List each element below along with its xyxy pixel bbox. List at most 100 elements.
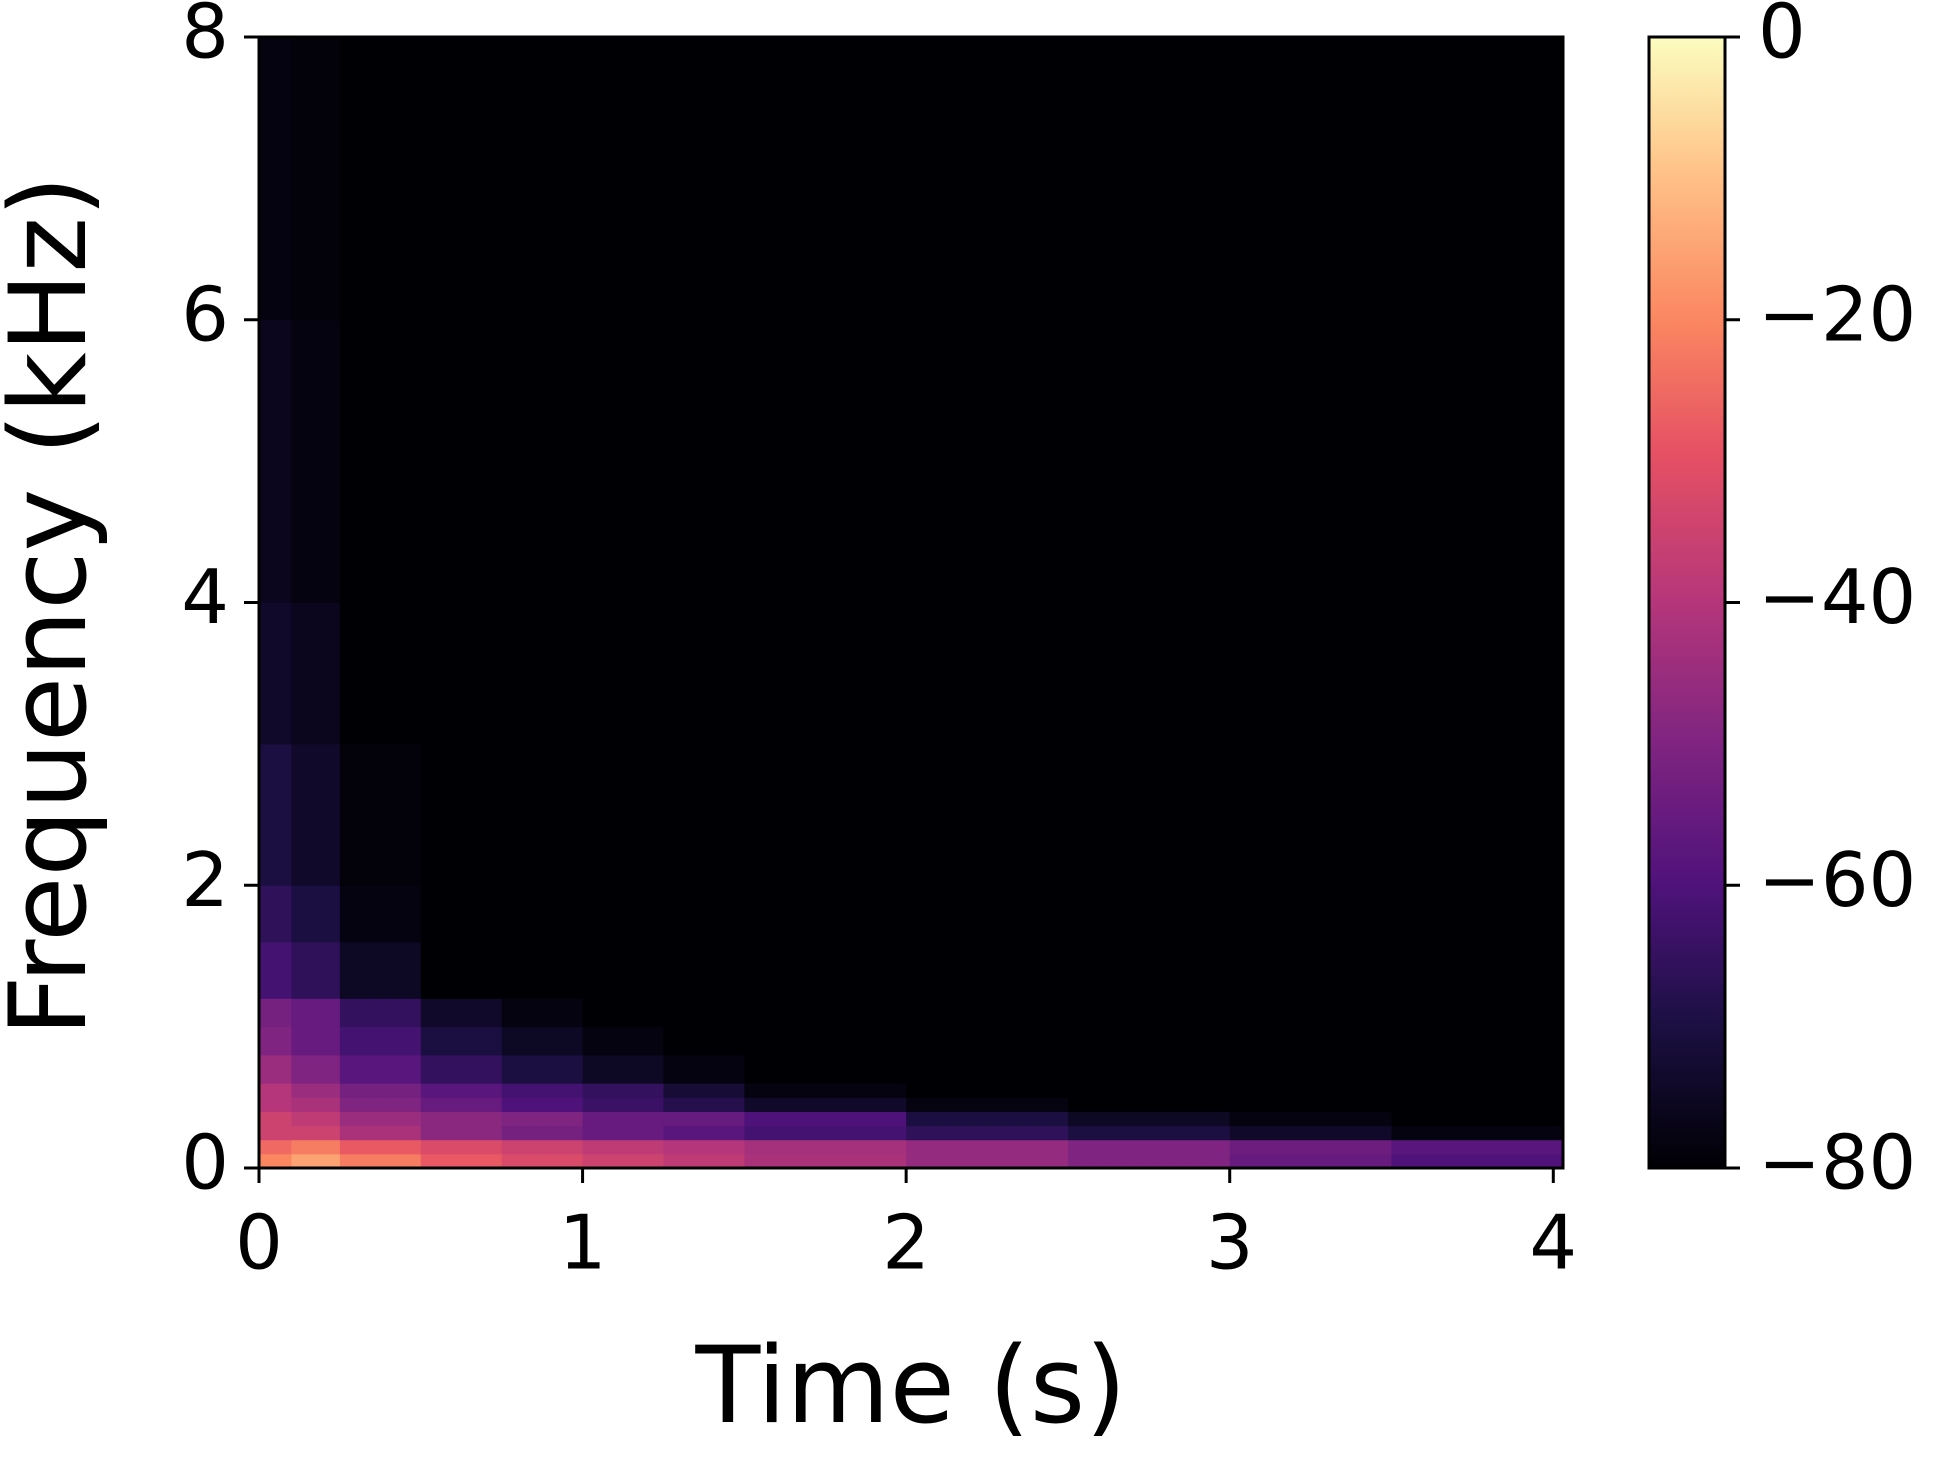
heatmap — [259, 37, 1564, 1169]
heatmap-cell — [420, 743, 503, 886]
heatmap-cell — [259, 1097, 292, 1112]
heatmap-cell — [1391, 941, 1564, 999]
heatmap-cell — [1391, 1054, 1564, 1084]
heatmap-cell — [582, 1054, 664, 1084]
heatmap-cell — [259, 1125, 292, 1141]
colorbar — [1647, 35, 1727, 1170]
heatmap-cell — [906, 1153, 1069, 1169]
heatmap-cell — [259, 602, 292, 745]
heatmap-cell — [663, 1054, 745, 1084]
y-tick-label: 4 — [181, 553, 229, 641]
heatmap-cell — [291, 37, 341, 321]
x-axis-label: Time (s) — [694, 1324, 1126, 1447]
colorbar-tick-label: −20 — [1758, 270, 1916, 358]
heatmap-cell — [582, 319, 664, 603]
heatmap-cell — [1229, 885, 1393, 943]
heatmap-cell — [663, 1026, 745, 1056]
heatmap-cell — [501, 1139, 584, 1155]
heatmap-cell — [420, 1054, 503, 1084]
colorbar-tick-label: −40 — [1758, 553, 1916, 641]
heatmap-cell — [744, 998, 907, 1028]
heatmap-cell — [663, 885, 745, 943]
heatmap-cell — [291, 998, 341, 1028]
heatmap-cell — [339, 1097, 422, 1112]
heatmap-cell — [1229, 743, 1393, 886]
y-axis-label: Frequency (kHz) — [0, 176, 110, 1037]
heatmap-cell — [1229, 1097, 1393, 1112]
heatmap-cell — [906, 1097, 1069, 1112]
heatmap-cell — [339, 1139, 422, 1155]
heatmap-cell — [291, 1083, 341, 1098]
heatmap-cell — [1229, 1125, 1393, 1141]
heatmap-cell — [744, 1026, 907, 1056]
heatmap-cell — [501, 743, 584, 886]
x-tick-label: 4 — [1529, 1199, 1577, 1287]
heatmap-cell — [501, 885, 584, 943]
heatmap-cell — [501, 37, 584, 321]
heatmap-cell — [420, 1111, 503, 1127]
heatmap-cell — [339, 319, 422, 603]
heatmap-cell — [1067, 885, 1231, 943]
heatmap-cell — [1391, 998, 1564, 1028]
heatmap-cell — [259, 941, 292, 999]
heatmap-cell — [1067, 1139, 1231, 1155]
heatmap-cell — [1229, 1139, 1393, 1155]
heatmap-cell — [501, 602, 584, 745]
heatmap-cell — [1391, 1111, 1564, 1127]
heatmap-cell — [663, 1125, 745, 1141]
heatmap-cell — [582, 1026, 664, 1056]
heatmap-cell — [339, 941, 422, 999]
heatmap-cell — [339, 1125, 422, 1141]
heatmap-cell — [582, 1139, 664, 1155]
heatmap-cell — [582, 998, 664, 1028]
heatmap-cell — [663, 1139, 745, 1155]
heatmap-cell — [663, 998, 745, 1028]
heatmap-cell — [1067, 1083, 1231, 1098]
heatmap-cell — [1229, 37, 1393, 321]
heatmap-cell — [501, 1153, 584, 1169]
colorbar-tick-label: 0 — [1758, 0, 1806, 76]
heatmap-cell — [906, 941, 1069, 999]
heatmap-cell — [259, 1026, 292, 1056]
heatmap-cell — [744, 319, 907, 603]
heatmap-cell — [1229, 1083, 1393, 1098]
heatmap-cell — [291, 602, 341, 745]
heatmap-cell — [1067, 37, 1231, 321]
heatmap-cell — [663, 743, 745, 886]
heatmap-cell — [291, 1153, 341, 1169]
heatmap-cell — [1229, 941, 1393, 999]
heatmap-cell — [1067, 998, 1231, 1028]
heatmap-cell — [291, 1139, 341, 1155]
heatmap-cell — [259, 1111, 292, 1127]
heatmap-cell — [420, 1097, 503, 1112]
heatmap-cell — [259, 319, 292, 603]
heatmap-cell — [906, 998, 1069, 1028]
heatmap-cell — [1391, 1097, 1564, 1112]
heatmap-cell — [744, 941, 907, 999]
heatmap-cell — [291, 885, 341, 943]
heatmap-cell — [339, 885, 422, 943]
heatmap-cell — [744, 743, 907, 886]
heatmap-cell — [420, 1083, 503, 1098]
heatmap-cell — [582, 1153, 664, 1169]
heatmap-cell — [582, 37, 664, 321]
heatmap-cell — [1391, 1153, 1564, 1169]
heatmap-cell — [906, 602, 1069, 745]
heatmap-cell — [744, 602, 907, 745]
x-tick-label: 3 — [1206, 1199, 1254, 1287]
heatmap-cell — [291, 1125, 341, 1141]
heatmap-cell — [906, 1111, 1069, 1127]
heatmap-cell — [420, 885, 503, 943]
heatmap-cell — [582, 885, 664, 943]
heatmap-cell — [1067, 1026, 1231, 1056]
heatmap-cell — [1229, 319, 1393, 603]
heatmap-cell — [420, 602, 503, 745]
heatmap-cell — [582, 1083, 664, 1098]
x-tick-label: 0 — [235, 1199, 283, 1287]
heatmap-cell — [339, 1111, 422, 1127]
heatmap-cell — [1391, 1026, 1564, 1056]
heatmap-cell — [1067, 941, 1231, 999]
heatmap-cell — [339, 37, 422, 321]
heatmap-cell — [906, 885, 1069, 943]
